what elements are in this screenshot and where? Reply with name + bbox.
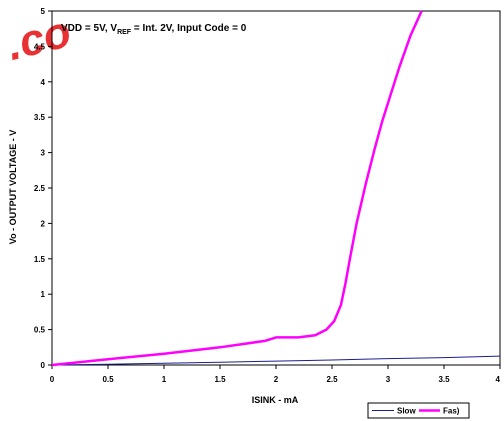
y-tick-label: 4 bbox=[41, 78, 46, 87]
plot-area bbox=[51, 10, 501, 366]
watermark-text: .co bbox=[2, 7, 76, 70]
x-tick-label: 1 bbox=[162, 375, 167, 384]
y-axis-ticks: 0 0.5 1 1.5 2 2.5 3 3.5 4 4.5 5 bbox=[34, 7, 52, 370]
legend-label-slow: Slow bbox=[397, 407, 416, 416]
y-tick-label: 0 bbox=[41, 361, 46, 370]
series-line-slow bbox=[51, 355, 501, 366]
x-tick-label: 1.5 bbox=[214, 375, 226, 384]
x-axis-ticks: 0 0.5 1 1.5 2 2.5 3 3.5 4 bbox=[50, 365, 501, 384]
y-tick-label: 1.5 bbox=[34, 255, 46, 264]
y-tick-label: 2.5 bbox=[34, 184, 46, 193]
x-tick-label: 3.5 bbox=[438, 375, 450, 384]
x-axis-label: ISINK - mA bbox=[252, 395, 299, 405]
series-layer bbox=[51, 10, 501, 367]
watermark: .co bbox=[2, 7, 76, 70]
x-tick-label: 0.5 bbox=[102, 375, 114, 384]
y-tick-label: 1 bbox=[41, 290, 46, 299]
annotation-subscript: REF bbox=[117, 29, 132, 36]
y-tick-label: 4.5 bbox=[34, 42, 46, 51]
annotation-part1: VDD = 5V, V bbox=[61, 23, 117, 34]
legend-label-fast: Fas) bbox=[443, 407, 460, 416]
series-line-fast bbox=[51, 10, 423, 367]
x-tick-label: 4 bbox=[496, 375, 501, 384]
chart-annotation: VDD = 5V, VREF = Int. 2V, Input Code = 0 bbox=[61, 23, 247, 36]
legend-box bbox=[367, 402, 470, 419]
y-tick-label: 3 bbox=[41, 149, 46, 158]
y-tick-label: 2 bbox=[41, 219, 46, 228]
legend: Slow Fas) bbox=[367, 402, 470, 419]
x-tick-label: 2 bbox=[274, 375, 279, 384]
annotation-part2: = Int. 2V, Input Code = 0 bbox=[131, 23, 247, 34]
y-axis-label: Vo - OUTPUT VOLTAGE - V bbox=[8, 130, 18, 245]
y-tick-label: 5 bbox=[41, 7, 46, 16]
y-tick-label: 3.5 bbox=[34, 113, 46, 122]
x-tick-label: 2.5 bbox=[326, 375, 338, 384]
y-tick-label: 0.5 bbox=[34, 326, 46, 335]
x-tick-label: 0 bbox=[50, 375, 55, 384]
x-tick-label: 3 bbox=[386, 375, 391, 384]
